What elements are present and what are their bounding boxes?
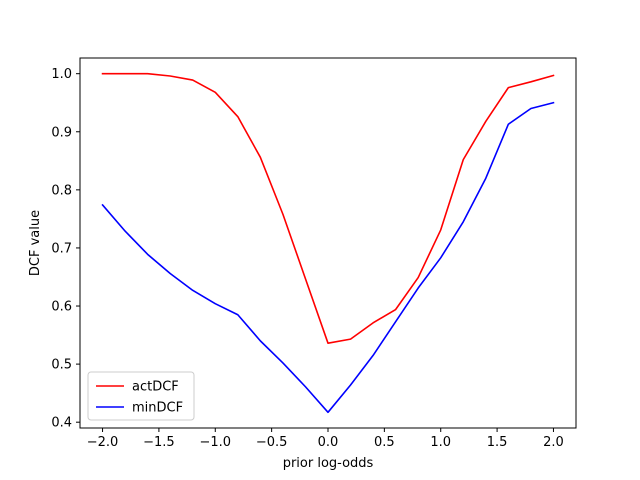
legend: actDCF minDCF <box>87 371 195 421</box>
x-tick-label: 0.5 <box>374 435 395 450</box>
x-tick-label: 0.0 <box>318 435 339 450</box>
y-axis-label: DCF value <box>28 210 43 276</box>
y-tick-label: 0.7 <box>51 241 72 256</box>
x-tick-label: 1.5 <box>487 435 508 450</box>
legend-label-actdcf: actDCF <box>132 380 179 395</box>
x-axis-ticks: −2.0 −1.5 −1.0 −0.5 0.0 0.5 1.0 1.5 2.0 <box>87 428 564 450</box>
y-tick-label: 1.0 <box>51 67 72 82</box>
legend-box <box>87 371 195 421</box>
series-line-actdcf <box>101 72 555 345</box>
x-tick-label: −1.0 <box>199 435 231 450</box>
x-tick-label: 1.0 <box>430 435 451 450</box>
y-tick-label: 0.5 <box>51 358 72 373</box>
y-tick-label: 0.6 <box>51 300 72 315</box>
y-tick-label: 0.4 <box>51 416 72 431</box>
x-tick-label: −1.5 <box>143 435 175 450</box>
y-tick-label: 0.8 <box>51 183 72 198</box>
x-tick-label: −0.5 <box>256 435 288 450</box>
y-axis-ticks: 0.4 0.5 0.6 0.7 0.8 0.9 1.0 <box>51 67 80 431</box>
plot-lines <box>101 72 555 414</box>
x-tick-label: 2.0 <box>543 435 564 450</box>
series-line-mindcf <box>101 101 555 414</box>
x-tick-label: −2.0 <box>87 435 119 450</box>
y-tick-label: 0.9 <box>51 125 72 140</box>
x-axis-label: prior log-odds <box>283 456 374 471</box>
legend-label-mindcf: minDCF <box>132 401 183 416</box>
